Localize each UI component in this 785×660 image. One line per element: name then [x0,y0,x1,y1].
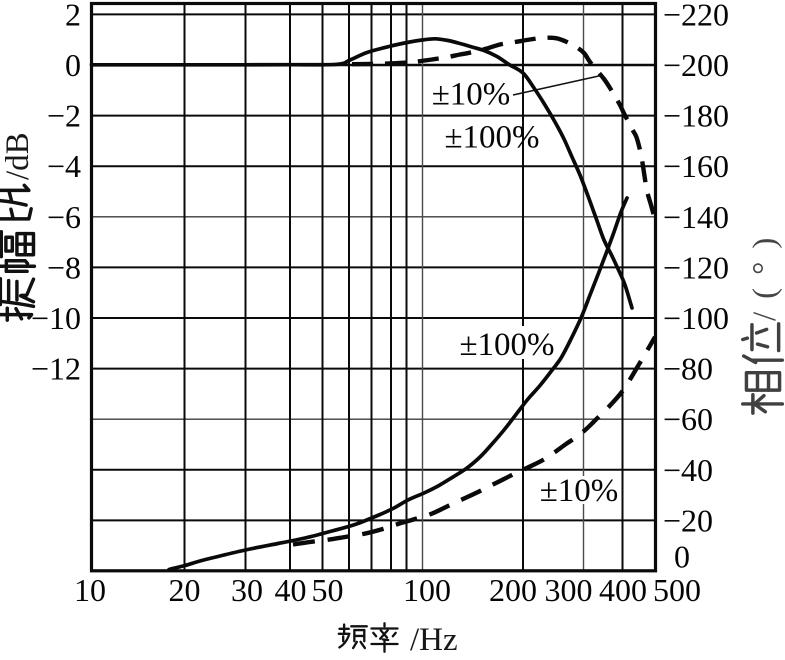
svg-text:20: 20 [169,572,201,608]
svg-text:/dB: /dB [0,132,36,180]
svg-text:0: 0 [65,47,81,83]
svg-text:30: 30 [231,572,263,608]
svg-text:−8: −8 [47,249,81,285]
svg-text:200: 200 [489,572,537,608]
svg-text:−4: −4 [47,148,81,184]
svg-text:50: 50 [312,572,344,608]
svg-text:−20: −20 [663,502,713,538]
svg-text:400: 400 [599,572,647,608]
svg-text:300: 300 [545,572,593,608]
svg-text:40: 40 [275,572,307,608]
svg-text:±100%: ±100% [444,120,539,156]
svg-text:/Hz: /Hz [410,622,458,655]
svg-text:−160: −160 [663,148,729,184]
svg-text:500: 500 [653,572,701,608]
svg-text:10: 10 [74,572,106,608]
svg-text:±10%: ±10% [540,473,619,509]
svg-text:100: 100 [403,572,451,608]
svg-text:−60: −60 [663,401,713,437]
svg-text:−140: −140 [663,199,729,235]
svg-text:−80: −80 [663,351,713,387]
svg-text:0: 0 [674,539,690,575]
svg-text:/(°): /(°) [747,225,783,321]
svg-text:−100: −100 [663,300,729,336]
svg-text:±10%: ±10% [432,77,511,113]
svg-text:2: 2 [65,0,81,32]
svg-text:−220: −220 [663,0,729,32]
svg-text:−10: −10 [31,300,81,336]
svg-text:−200: −200 [663,47,729,83]
svg-text:±100%: ±100% [459,327,554,363]
svg-text:−40: −40 [663,452,713,488]
svg-text:−120: −120 [663,249,729,285]
svg-text:−12: −12 [31,351,81,387]
svg-text:−6: −6 [47,199,81,235]
svg-text:−180: −180 [663,98,729,134]
svg-text:−2: −2 [47,98,81,134]
